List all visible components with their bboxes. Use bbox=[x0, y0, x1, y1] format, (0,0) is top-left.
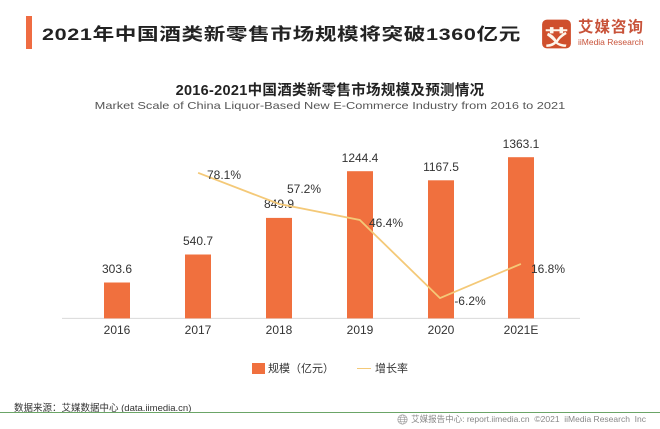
svg-text:1244.4: 1244.4 bbox=[342, 151, 379, 165]
svg-text:1167.5: 1167.5 bbox=[423, 160, 459, 174]
svg-text:303.6: 303.6 bbox=[102, 262, 132, 276]
svg-text:1363.1: 1363.1 bbox=[503, 137, 540, 151]
svg-text:2021E: 2021E bbox=[504, 323, 539, 337]
svg-text:-6.2%: -6.2% bbox=[454, 294, 486, 308]
svg-text:2016: 2016 bbox=[104, 323, 131, 337]
svg-text:540.7: 540.7 bbox=[183, 234, 213, 248]
svg-text:2017: 2017 bbox=[185, 323, 212, 337]
svg-text:2020: 2020 bbox=[428, 323, 455, 337]
svg-text:16.8%: 16.8% bbox=[531, 262, 565, 276]
svg-text:78.1%: 78.1% bbox=[207, 168, 241, 182]
svg-text:57.2%: 57.2% bbox=[287, 182, 321, 196]
svg-text:46.4%: 46.4% bbox=[369, 216, 403, 230]
svg-text:2019: 2019 bbox=[347, 323, 374, 337]
svg-text:2018: 2018 bbox=[266, 323, 293, 337]
